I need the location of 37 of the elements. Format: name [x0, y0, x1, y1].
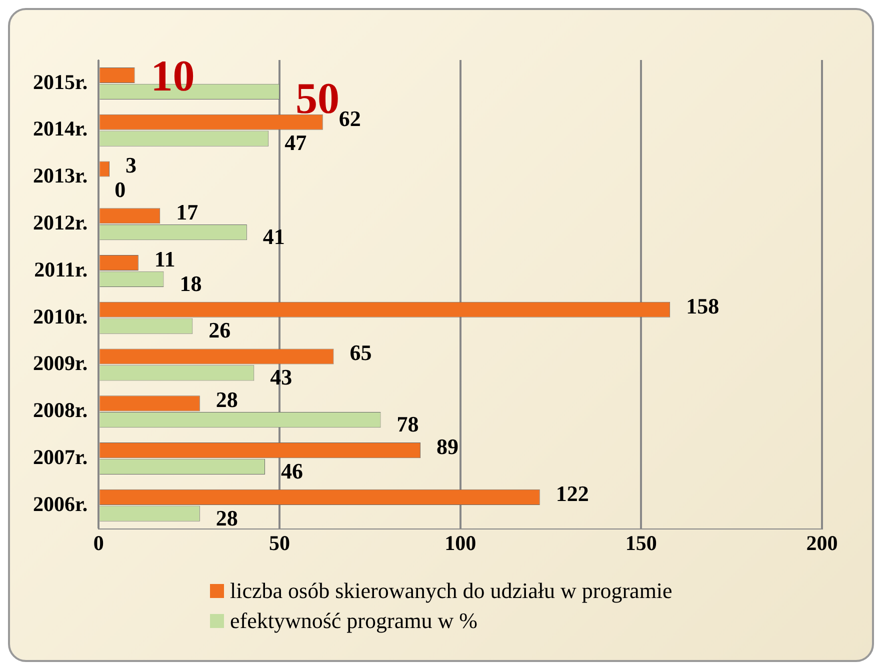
data-label: 47	[284, 130, 307, 156]
y-tick-label: 2013r.	[32, 164, 88, 188]
y-tick-label: 2010r.	[32, 304, 88, 328]
y-tick-label: 2011r.	[34, 257, 88, 282]
x-tick-label: 0	[93, 530, 104, 555]
data-label: 62	[338, 106, 361, 131]
data-label: 26	[208, 318, 231, 343]
data-label: 43	[270, 364, 292, 390]
x-tick-label: 50	[268, 530, 290, 555]
y-tick-label: 2006r.	[32, 492, 88, 516]
data-label: 50	[295, 74, 340, 124]
data-label: 17	[176, 200, 198, 225]
data-label: 46	[281, 458, 304, 484]
data-label: 122	[556, 480, 589, 506]
data-label: 158	[686, 293, 720, 318]
legend-label: liczba osób skierowanych do udziału w programie	[230, 578, 672, 604]
data-label: 10	[150, 52, 195, 101]
legend-label: efektywność programu w %	[230, 608, 478, 634]
y-tick-label: 2015r.	[32, 70, 88, 94]
x-tick-label: 100	[444, 530, 476, 555]
y-tick-label: 2007r.	[32, 444, 88, 469]
data-label: 28	[216, 505, 238, 530]
data-label: 28	[216, 387, 238, 412]
y-tick-label: 2009r.	[32, 351, 88, 376]
y-tick-label: 2014r.	[32, 116, 88, 141]
data-label: 11	[154, 246, 176, 272]
data-label: 3	[125, 152, 136, 178]
data-label: 18	[180, 270, 202, 296]
y-tick-label: 2012r.	[32, 210, 88, 234]
data-label: 89	[436, 434, 459, 459]
x-tick-label: 200	[806, 530, 838, 555]
data-label: 65	[350, 340, 372, 366]
data-label: 41	[262, 224, 285, 249]
data-label: 78	[396, 411, 419, 436]
data-label: 0	[114, 177, 126, 202]
x-tick-label: 150	[625, 530, 657, 555]
y-tick-label: 2008r.	[32, 398, 88, 422]
